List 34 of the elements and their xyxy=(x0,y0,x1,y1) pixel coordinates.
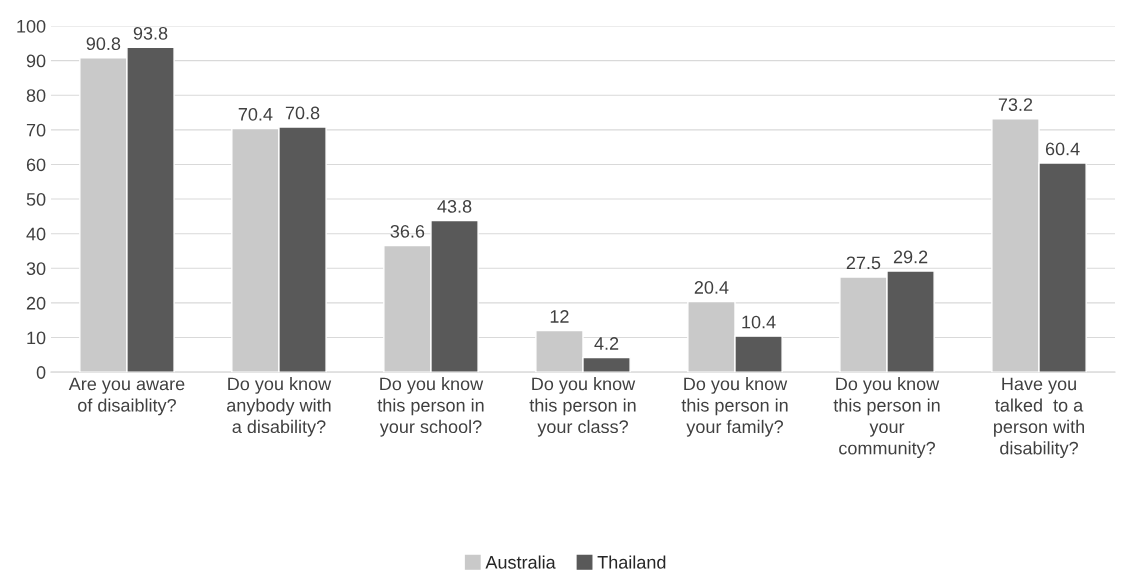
data-label: 36.6 xyxy=(390,224,425,238)
data-label: 12 xyxy=(550,310,569,323)
y-tick-label: 90 xyxy=(26,54,46,68)
data-label: 29.2 xyxy=(893,250,928,264)
x-tick-label: Do you know this person in your class? xyxy=(529,377,636,437)
data-label: 70.8 xyxy=(285,106,320,120)
y-tick-label: 80 xyxy=(26,89,46,102)
x-tick-label: Are you aware of disaiblity? xyxy=(68,377,185,416)
data-label: 10.4 xyxy=(742,315,776,329)
data-label: 70.4 xyxy=(238,107,273,121)
legend-label: Thailand xyxy=(597,555,666,569)
data-label: 90.8 xyxy=(86,37,121,51)
legend-label: Australia xyxy=(485,555,556,569)
x-tick-label: Do you know anybody with a disability? xyxy=(227,377,332,437)
data-label: 20.4 xyxy=(694,281,729,294)
y-tick-label: 40 xyxy=(26,227,46,241)
y-tick-label: 10 xyxy=(27,331,46,345)
y-tick-label: 60 xyxy=(26,158,46,172)
data-label: 60.4 xyxy=(1045,142,1080,156)
data-label: 4.2 xyxy=(594,337,619,350)
x-tick-label: Do you know this person in your school? xyxy=(377,377,484,437)
data-label: 27.5 xyxy=(846,256,881,270)
y-tick-label: 70 xyxy=(26,123,46,137)
y-tick-label: 30 xyxy=(26,262,46,276)
y-tick-label: 0 xyxy=(36,366,46,379)
data-label: 43.8 xyxy=(437,200,472,213)
x-tick-label: Do you know this person in your community? xyxy=(833,377,940,459)
data-label: 93.8 xyxy=(133,26,168,40)
data-label: 73.2 xyxy=(998,98,1033,112)
x-tick-label: Do you know this person in your family? xyxy=(681,377,788,437)
y-tick-label: 50 xyxy=(26,193,46,206)
x-tick-label: Have you talked to a person with disability? xyxy=(994,377,1085,459)
y-tick-label: 100 xyxy=(17,19,46,33)
y-tick-label: 20 xyxy=(26,296,46,310)
